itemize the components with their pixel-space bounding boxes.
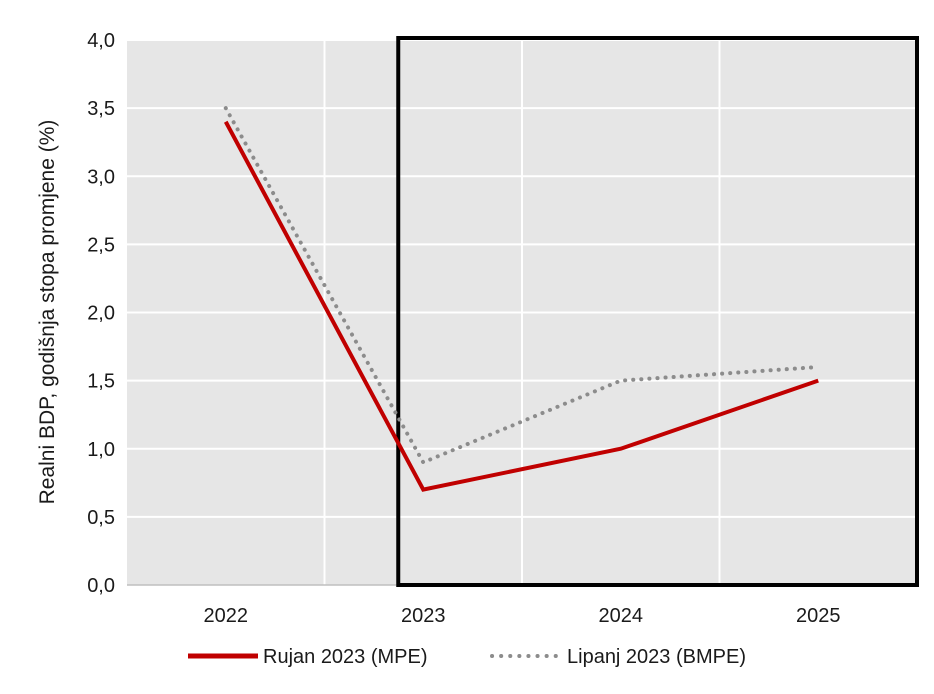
series-layer: [223, 106, 821, 492]
y-axis-label: Realni BDP, godišnja stopa promjene (%): [36, 120, 59, 505]
y-tick-label: 2,5: [87, 234, 115, 256]
y-tick-label: 2,0: [87, 303, 115, 325]
y-tick-label: 1,5: [87, 371, 115, 393]
y-tick-label: 3,0: [87, 166, 115, 188]
x-tick-label: 2023: [401, 605, 446, 627]
y-tick-label: 1,0: [87, 439, 115, 461]
y-axis-ticks: 0,0 0,5 1,0 1,5 2,0 2,5 3,0 3,5 4,0: [87, 30, 115, 597]
series-line-rujan: [223, 120, 819, 492]
series-line-lipanj: [223, 106, 821, 465]
forecast-highlight-box: [396, 36, 919, 587]
x-axis-ticks: 2022 2023 2024 2025: [204, 605, 841, 627]
y-tick-label: 3,5: [87, 98, 115, 120]
grid: [127, 39, 917, 586]
legend-label: Rujan 2023 (MPE): [263, 646, 428, 668]
y-tick-label: 0,0: [87, 575, 115, 597]
x-tick-label: 2024: [599, 605, 644, 627]
legend-label: Lipanj 2023 (BMPE): [567, 646, 746, 668]
x-tick-label: 2022: [204, 605, 249, 627]
y-tick-label: 4,0: [87, 30, 115, 52]
y-tick-label: 0,5: [87, 507, 115, 529]
x-tick-label: 2025: [796, 605, 841, 627]
highlight-box-layer: [396, 36, 919, 587]
legend: Rujan 2023 (MPE) Lipanj 2023 (BMPE): [188, 646, 746, 668]
